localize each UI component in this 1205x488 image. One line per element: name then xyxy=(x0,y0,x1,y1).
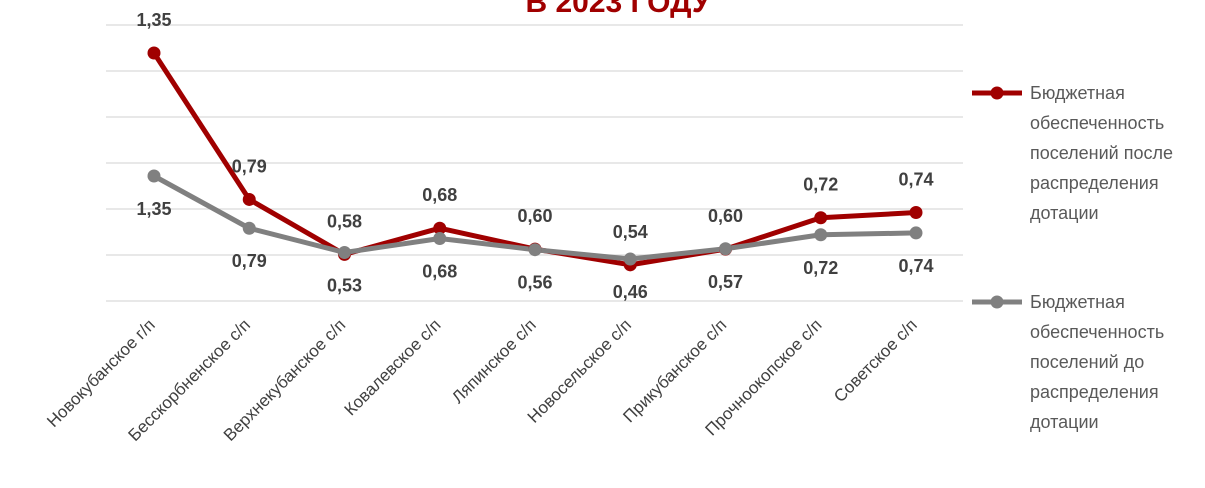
data-point xyxy=(814,228,828,242)
legend-label: обеспеченность xyxy=(1030,322,1164,342)
data-point xyxy=(147,169,161,183)
data-point xyxy=(719,242,732,256)
legend: Бюджетная обеспеченность поселений после ра… xyxy=(972,83,1173,432)
data-point xyxy=(147,46,161,60)
data-label: 0,53 xyxy=(327,276,362,296)
data-label: 0,72 xyxy=(803,258,838,278)
legend-label: дотации xyxy=(1030,203,1099,223)
data-label: 0,79 xyxy=(232,251,267,271)
legend-entry-1: Бюджетная обеспеченность поселений после ра… xyxy=(972,83,1173,223)
data-label: 0,74 xyxy=(898,256,933,276)
data-point xyxy=(242,221,256,235)
legend-label: распределения xyxy=(1030,173,1159,193)
data-point xyxy=(528,243,542,257)
x-tick-label: Ковалевское с/п xyxy=(341,315,445,419)
x-tick-label: Ляпинское с/п xyxy=(448,315,540,407)
data-label: 0,46 xyxy=(613,282,648,302)
data-point xyxy=(909,226,923,240)
series-lines xyxy=(151,50,919,268)
data-label: 0,68 xyxy=(422,185,457,205)
data-label: 0,56 xyxy=(517,273,552,293)
data-point xyxy=(814,211,828,225)
x-tick-label: Советское с/п xyxy=(830,315,921,406)
data-label: 0,58 xyxy=(327,211,362,231)
data-point xyxy=(242,192,256,206)
legend-marker xyxy=(990,295,1004,309)
data-label: 1,35 xyxy=(136,10,171,30)
data-point xyxy=(433,221,447,235)
data-label: 0,60 xyxy=(517,206,552,226)
data-label: 0,72 xyxy=(803,175,838,195)
x-tick-label: Новосельское с/п xyxy=(524,315,635,426)
data-points xyxy=(147,46,923,272)
data-label: 0,54 xyxy=(613,222,648,242)
data-label: 0,57 xyxy=(708,272,743,292)
legend-label: Бюджетная xyxy=(1030,292,1125,312)
legend-label: распределения xyxy=(1030,382,1159,402)
data-point xyxy=(433,232,447,246)
legend-label: Бюджетная xyxy=(1030,83,1125,103)
data-label: 0,79 xyxy=(232,156,267,176)
legend-label: дотации xyxy=(1030,412,1099,432)
data-label: 1,35 xyxy=(136,199,171,219)
data-label: 0,74 xyxy=(898,170,933,190)
data-point xyxy=(338,246,351,260)
legend-label: поселений до xyxy=(1030,352,1144,372)
data-labels: 1,35 0,79 0,58 0,68 0,60 0,54 0,60 0,72 0,74 1,35… xyxy=(136,10,933,302)
data-label: 0,60 xyxy=(708,206,743,226)
data-label: 0,68 xyxy=(422,262,457,282)
data-point xyxy=(623,252,637,266)
legend-label: поселений после xyxy=(1030,143,1173,163)
legend-label: обеспеченность xyxy=(1030,113,1164,133)
data-point xyxy=(909,206,923,220)
chart-title: В 2023 ГОДУ xyxy=(525,0,710,19)
x-tick-label: Прикубанское с/п xyxy=(619,315,730,426)
legend-entry-2: Бюджетная обеспеченность поселений до распр… xyxy=(972,292,1164,432)
legend-marker xyxy=(990,86,1004,100)
